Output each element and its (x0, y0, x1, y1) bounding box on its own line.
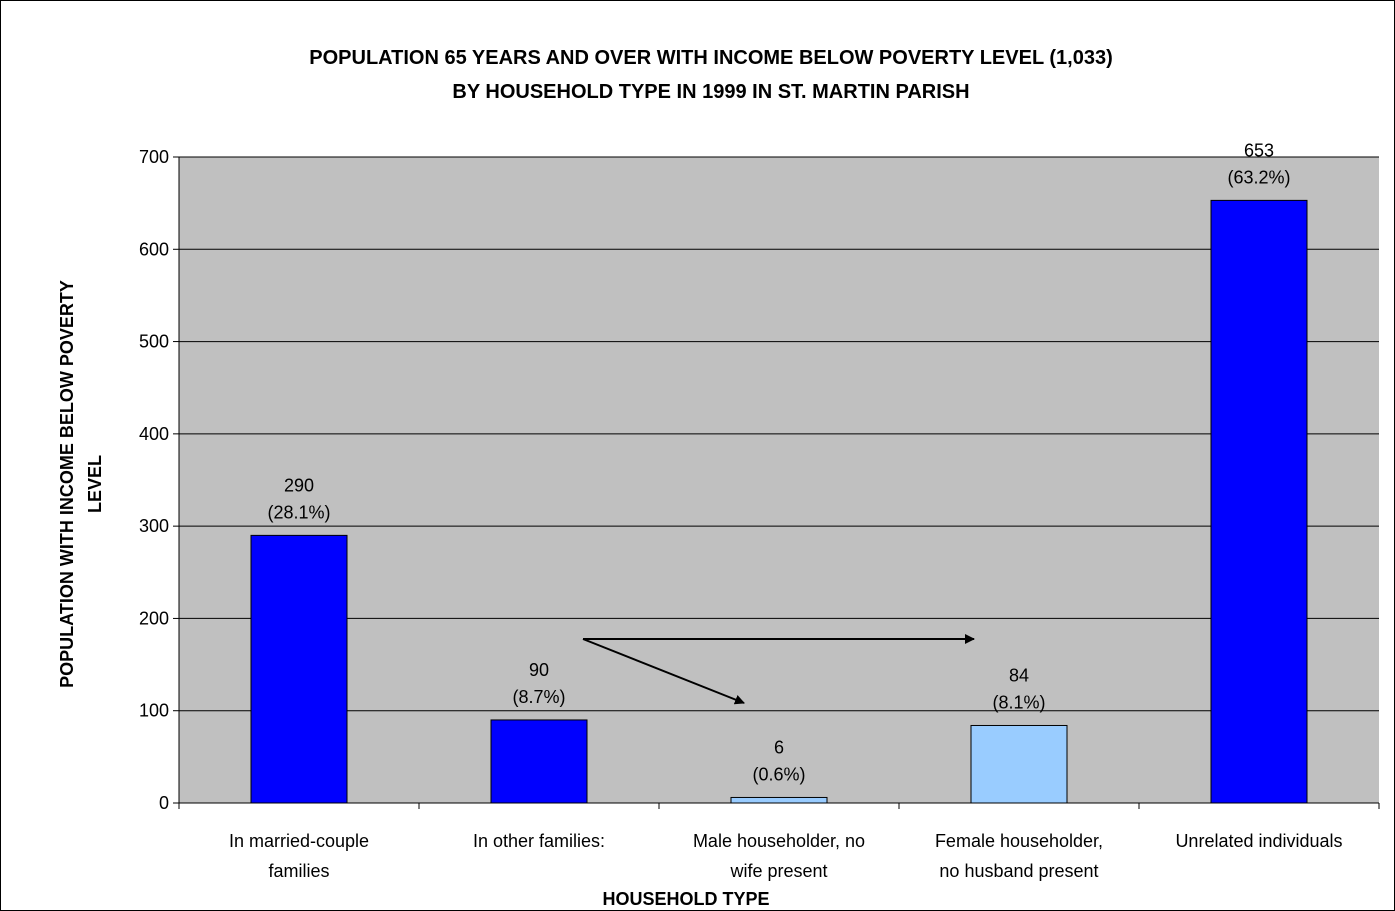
y-tick-label: 400 (139, 424, 169, 444)
chart-title-line-2: BY HOUSEHOLD TYPE IN 1999 IN ST. MARTIN … (452, 81, 969, 103)
y-tick-label: 700 (139, 147, 169, 167)
y-axis-title-line-2: LEVEL (85, 455, 105, 513)
data-label-percent: (0.6%) (752, 764, 805, 784)
category-label: In married-couple (229, 831, 369, 851)
y-axis-title-line-1: POPULATION WITH INCOME BELOW POVERTY (57, 280, 77, 688)
data-label-value: 90 (529, 660, 549, 680)
category-label: wife present (729, 861, 827, 881)
y-tick-label: 200 (139, 608, 169, 628)
category-label: Male householder, no (693, 831, 865, 851)
category-label: Female householder, (935, 831, 1103, 851)
y-tick-label: 300 (139, 516, 169, 536)
y-tick-label: 600 (139, 239, 169, 259)
data-label-percent: (8.1%) (992, 692, 1045, 712)
data-label-value: 84 (1009, 665, 1029, 685)
category-label: families (268, 861, 329, 881)
y-tick-label: 500 (139, 332, 169, 352)
bar (250, 534, 348, 804)
bar (970, 724, 1068, 804)
annotation-arrows (582, 634, 975, 705)
data-label-value: 653 (1244, 140, 1274, 160)
plot-area: 0 100 200 300 400 500 600 700 290 (28.1%) 90 (8.7%)… (139, 140, 1380, 881)
data-label-value: 290 (284, 475, 314, 495)
arrow-to-male-householder (582, 638, 745, 705)
x-axis-title: HOUSEHOLD TYPE (602, 889, 769, 909)
data-label-percent: (8.7%) (512, 687, 565, 707)
y-tick-label: 100 (139, 701, 169, 721)
category-label: Unrelated individuals (1175, 831, 1342, 851)
y-tick-label: 0 (159, 793, 169, 813)
data-label-value: 6 (774, 737, 784, 757)
data-label-percent: (28.1%) (267, 502, 330, 522)
bar (1210, 199, 1308, 804)
bar (490, 719, 588, 804)
category-label: In other families: (473, 831, 605, 851)
plot-background (179, 157, 1379, 803)
category-label: no husband present (939, 861, 1098, 881)
chart-title-line-1: POPULATION 65 YEARS AND OVER WITH INCOME… (309, 47, 1112, 69)
bar (730, 796, 828, 804)
data-label-percent: (63.2%) (1227, 167, 1290, 187)
